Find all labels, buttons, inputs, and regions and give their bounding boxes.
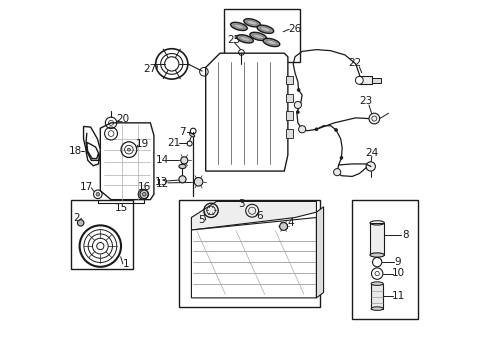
Ellipse shape [179, 164, 186, 168]
Text: 15: 15 [115, 203, 128, 212]
Text: 26: 26 [289, 24, 302, 34]
Circle shape [297, 89, 300, 91]
Bar [359, 76, 372, 84]
Text: 17: 17 [79, 182, 93, 192]
Text: 20: 20 [116, 114, 129, 124]
Text: 2: 2 [73, 212, 80, 222]
Ellipse shape [250, 32, 267, 40]
Ellipse shape [371, 282, 383, 285]
Circle shape [335, 129, 338, 131]
Circle shape [294, 102, 301, 109]
Text: 11: 11 [392, 291, 405, 301]
Circle shape [340, 157, 343, 159]
Text: 16: 16 [138, 182, 151, 192]
Bar [352, 200, 418, 319]
Text: 6: 6 [256, 211, 263, 221]
Polygon shape [192, 217, 317, 298]
Ellipse shape [237, 35, 253, 43]
Ellipse shape [260, 27, 270, 31]
Text: 9: 9 [394, 257, 401, 267]
Text: 25: 25 [228, 35, 241, 45]
Bar [71, 200, 133, 269]
Circle shape [366, 162, 375, 171]
Bar [286, 129, 293, 138]
Ellipse shape [234, 24, 244, 28]
Bar [370, 223, 384, 255]
Text: 18: 18 [69, 147, 82, 157]
Circle shape [369, 113, 380, 124]
Ellipse shape [370, 253, 384, 257]
Ellipse shape [240, 37, 250, 41]
Text: 12: 12 [155, 179, 169, 189]
Circle shape [77, 220, 84, 226]
Text: 3: 3 [238, 199, 245, 209]
Text: 5: 5 [198, 215, 205, 225]
Text: 8: 8 [402, 230, 409, 240]
Bar [371, 284, 383, 309]
Ellipse shape [266, 40, 277, 45]
Text: 22: 22 [348, 58, 362, 68]
Polygon shape [192, 202, 317, 230]
Ellipse shape [371, 307, 383, 310]
Polygon shape [206, 53, 288, 171]
Ellipse shape [190, 133, 195, 137]
Text: 13: 13 [154, 177, 168, 187]
Ellipse shape [247, 21, 257, 25]
Circle shape [334, 168, 341, 176]
Circle shape [181, 157, 188, 164]
Circle shape [280, 222, 288, 230]
Ellipse shape [244, 19, 261, 27]
Text: 23: 23 [359, 96, 372, 106]
Circle shape [96, 193, 99, 196]
Circle shape [315, 128, 318, 131]
Bar [286, 111, 293, 120]
Bar [179, 200, 320, 307]
Bar [286, 76, 293, 84]
Ellipse shape [253, 34, 264, 39]
Circle shape [138, 189, 148, 199]
Circle shape [143, 193, 146, 196]
Circle shape [127, 148, 130, 151]
Polygon shape [317, 207, 323, 298]
Text: 4: 4 [288, 218, 294, 228]
Ellipse shape [263, 39, 280, 46]
Bar [372, 78, 381, 83]
Text: 7: 7 [179, 127, 186, 137]
Text: 24: 24 [365, 148, 378, 158]
Circle shape [298, 126, 306, 133]
Ellipse shape [257, 25, 274, 33]
Text: 10: 10 [392, 268, 405, 278]
Text: 14: 14 [155, 156, 169, 165]
Polygon shape [100, 123, 154, 200]
Polygon shape [83, 126, 100, 160]
Circle shape [355, 76, 363, 84]
Text: 19: 19 [136, 139, 149, 149]
Text: 1: 1 [123, 259, 130, 269]
Bar [223, 9, 300, 62]
Bar [286, 94, 293, 102]
Circle shape [296, 111, 299, 113]
Ellipse shape [231, 22, 247, 31]
Text: 21: 21 [168, 138, 181, 148]
Circle shape [179, 176, 186, 183]
Text: 27: 27 [144, 64, 157, 74]
Circle shape [194, 177, 203, 186]
